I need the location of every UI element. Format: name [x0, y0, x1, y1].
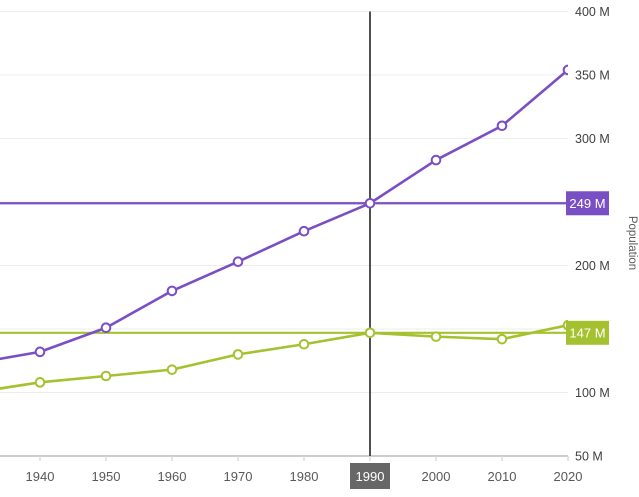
series-purple-point-1970[interactable] — [232, 256, 244, 267]
series-purple-point-1950[interactable] — [100, 322, 112, 334]
x-axis-ticks — [39, 456, 569, 461]
series-purple-point-1940[interactable] — [34, 346, 46, 358]
series-green-point-1970[interactable] — [232, 349, 244, 360]
value-badges: 249 M 147 M — [566, 191, 609, 345]
value-badge — [566, 191, 609, 216]
x-axis-label: 1940 — [26, 469, 55, 484]
series-green-point-2010[interactable] — [496, 333, 508, 345]
x-axis-label: 1970 — [224, 469, 253, 484]
series-green-point-1950[interactable] — [100, 370, 112, 382]
y-axis-label: 50 M — [575, 450, 603, 464]
y-axis-labels: 400 M 350 M 300 M 200 M 100 M 50 M — [575, 5, 610, 464]
plot-hover-area[interactable] — [0, 0, 568, 456]
y-axis-label: 300 M — [575, 132, 610, 146]
series-purple-point-1980[interactable] — [298, 225, 310, 237]
series-green-point-2000[interactable] — [430, 331, 442, 342]
crosshair-year-badge — [350, 463, 390, 489]
series-green-point-1960[interactable] — [166, 364, 178, 375]
value-badge-label: 249 M — [569, 196, 605, 211]
series-purple-line — [0, 68, 568, 361]
x-axis-label: 2010 — [488, 469, 517, 484]
x-axis-label: 1980 — [290, 469, 319, 484]
series-purple-point-1990[interactable] — [364, 197, 376, 209]
gridlines — [0, 11, 568, 457]
x-axis-label: 2020 — [554, 469, 583, 484]
x-axis-label: 1950 — [92, 469, 121, 484]
data-series — [0, 68, 568, 390]
series-purple-point-1960[interactable] — [166, 285, 178, 297]
y-axis-label: 400 M — [575, 5, 610, 19]
value-badge — [566, 320, 609, 345]
x-axis-labels: 1940 1950 1960 1970 1980 1990 2000 2010 2020 — [26, 463, 583, 489]
x-axis-label: 1960 — [158, 469, 187, 484]
series-purple-point-2000[interactable] — [430, 154, 442, 166]
series-green-point-1940[interactable] — [34, 377, 46, 388]
value-badge-label: 147 M — [569, 325, 605, 340]
data-point-markers — [34, 64, 573, 388]
crosshair-year-label: 1990 — [356, 469, 385, 484]
y-axis-label: 100 M — [575, 386, 610, 400]
series-green-line — [0, 323, 568, 390]
series-green-point-1990[interactable] — [364, 327, 376, 339]
series-green-point-1980[interactable] — [298, 338, 310, 350]
y-axis-title: Population — [626, 216, 638, 270]
series-purple-point-2010[interactable] — [496, 120, 508, 132]
y-axis-label: 350 M — [575, 69, 610, 83]
y-axis-label: 200 M — [575, 259, 610, 273]
x-axis-label: 2000 — [422, 469, 451, 484]
series-purple-point-2020[interactable] — [562, 64, 573, 76]
